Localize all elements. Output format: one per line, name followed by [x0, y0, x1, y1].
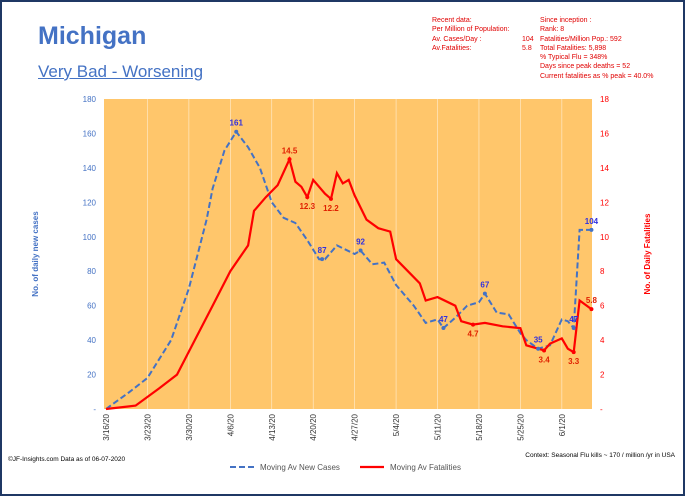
data-point: [358, 248, 363, 253]
data-point: [287, 157, 292, 162]
data-label: 47: [569, 315, 578, 324]
data-label: 47: [439, 315, 448, 324]
x-tick-label: 5/25/20: [516, 413, 525, 440]
y2-tick-label: 4: [600, 336, 605, 345]
plot-area: [104, 99, 592, 409]
cases-label: Av. Cases/Day :: [432, 35, 482, 43]
recent-heading: Recent data:: [432, 17, 472, 24]
data-point: [320, 257, 325, 262]
y2-axis-title: No. of Daily Fatalities: [643, 213, 652, 294]
data-label: 161: [230, 119, 244, 128]
x-tick-label: 4/27/20: [351, 413, 360, 440]
footer-credit: ©JF-Insights.com Data as of 06-07-2020: [8, 456, 126, 463]
data-point: [234, 129, 239, 134]
data-point: [305, 195, 310, 200]
y-tick-label: 100: [83, 233, 97, 242]
data-point: [441, 326, 446, 331]
data-label: 12.2: [323, 204, 339, 213]
y-tick-label: 180: [83, 95, 97, 104]
data-point: [482, 291, 487, 296]
x-tick-label: 5/18/20: [475, 413, 484, 440]
data-label: 3.3: [568, 357, 580, 366]
x-tick-label: 3/16/20: [102, 413, 111, 440]
fatalities-value: 5.8: [522, 44, 532, 52]
x-tick-label: 5/4/20: [392, 413, 401, 436]
data-point: [571, 326, 576, 331]
y2-tick-label: 18: [600, 95, 609, 104]
x-tick-label: 6/1/20: [558, 413, 567, 436]
y2-tick-label: 2: [600, 371, 605, 380]
x-tick-label: 5/11/20: [434, 413, 443, 440]
fatalities-label: Av.Fatalities:: [432, 44, 472, 52]
y-tick-label: 140: [83, 164, 97, 173]
recent-data-panel: Recent data: Per Million of Population: …: [432, 16, 552, 53]
y2-tick-label: -: [600, 405, 603, 414]
cases-line: [105, 129, 592, 410]
y-tick-label: 120: [83, 198, 97, 207]
data-point: [589, 227, 594, 232]
x-tick-label: 4/6/20: [226, 413, 235, 436]
legend-fatalities-label: Moving Av Fatalities: [390, 463, 461, 472]
data-point: [471, 322, 476, 327]
fatalities-line: [105, 156, 593, 411]
inception-line: Current fatalities as % peak = 40.0%: [540, 72, 654, 80]
y2-tick-label: 10: [600, 233, 609, 242]
inception-line: Rank: 8: [540, 26, 565, 34]
data-label: 67: [480, 281, 489, 290]
inception-line: Days since peak deaths = 52: [540, 63, 631, 71]
y-tick-label: 60: [87, 302, 96, 311]
data-point: [542, 348, 547, 353]
cases-value: 104: [522, 35, 534, 43]
status-subtitle: Very Bad - Worsening: [38, 62, 204, 81]
page-title: Michigan: [38, 22, 147, 50]
y-axis-title: No. of daily new cases: [31, 211, 40, 297]
y-tick-label: 160: [83, 129, 97, 138]
inception-line: % Typical Flu = 348%: [540, 54, 608, 62]
data-label: 35: [534, 336, 543, 345]
legend-cases-label: Moving Av New Cases: [260, 463, 340, 472]
data-label: 14.5: [282, 146, 298, 155]
y2-tick-label: 14: [600, 164, 609, 173]
inception-panel: Since inception : Rank: 8 Fatalities/Mil…: [540, 16, 653, 81]
data-point: [589, 307, 594, 312]
data-point: [536, 346, 541, 351]
y2-tick-label: 16: [600, 129, 609, 138]
footer-context: Context: Seasonal Flu kills ~ 170 / mill…: [525, 452, 675, 459]
data-label: 3.4: [539, 355, 551, 364]
recent-sub: Per Million of Population:: [432, 26, 510, 34]
x-tick-label: 3/23/20: [143, 413, 152, 440]
inception-line: Total Fatalities: 5,898: [540, 44, 607, 52]
y2-tick-label: 6: [600, 302, 605, 311]
inception-line: Since inception :: [540, 17, 592, 24]
y-tick-label: 40: [87, 336, 96, 345]
x-tick-label: 3/30/20: [185, 413, 194, 440]
y-tick-label: -: [93, 405, 96, 414]
data-label: 92: [356, 238, 365, 247]
y2-tick-label: 12: [600, 198, 609, 207]
data-point: [328, 196, 333, 201]
x-tick-label: 4/13/20: [268, 413, 277, 440]
y-tick-label: 80: [87, 267, 96, 276]
inception-line: Fatalities/Million Pop.: 592: [540, 35, 622, 43]
y-tick-label: 20: [87, 371, 96, 380]
data-label: 12.3: [299, 202, 315, 211]
data-label: 4.7: [467, 330, 479, 339]
y2-tick-label: 8: [600, 267, 605, 276]
data-point: [571, 350, 576, 355]
data-label: 87: [318, 246, 327, 255]
x-tick-label: 4/20/20: [309, 413, 318, 440]
data-label: 5.8: [586, 296, 598, 305]
data-label: 104: [585, 217, 599, 226]
